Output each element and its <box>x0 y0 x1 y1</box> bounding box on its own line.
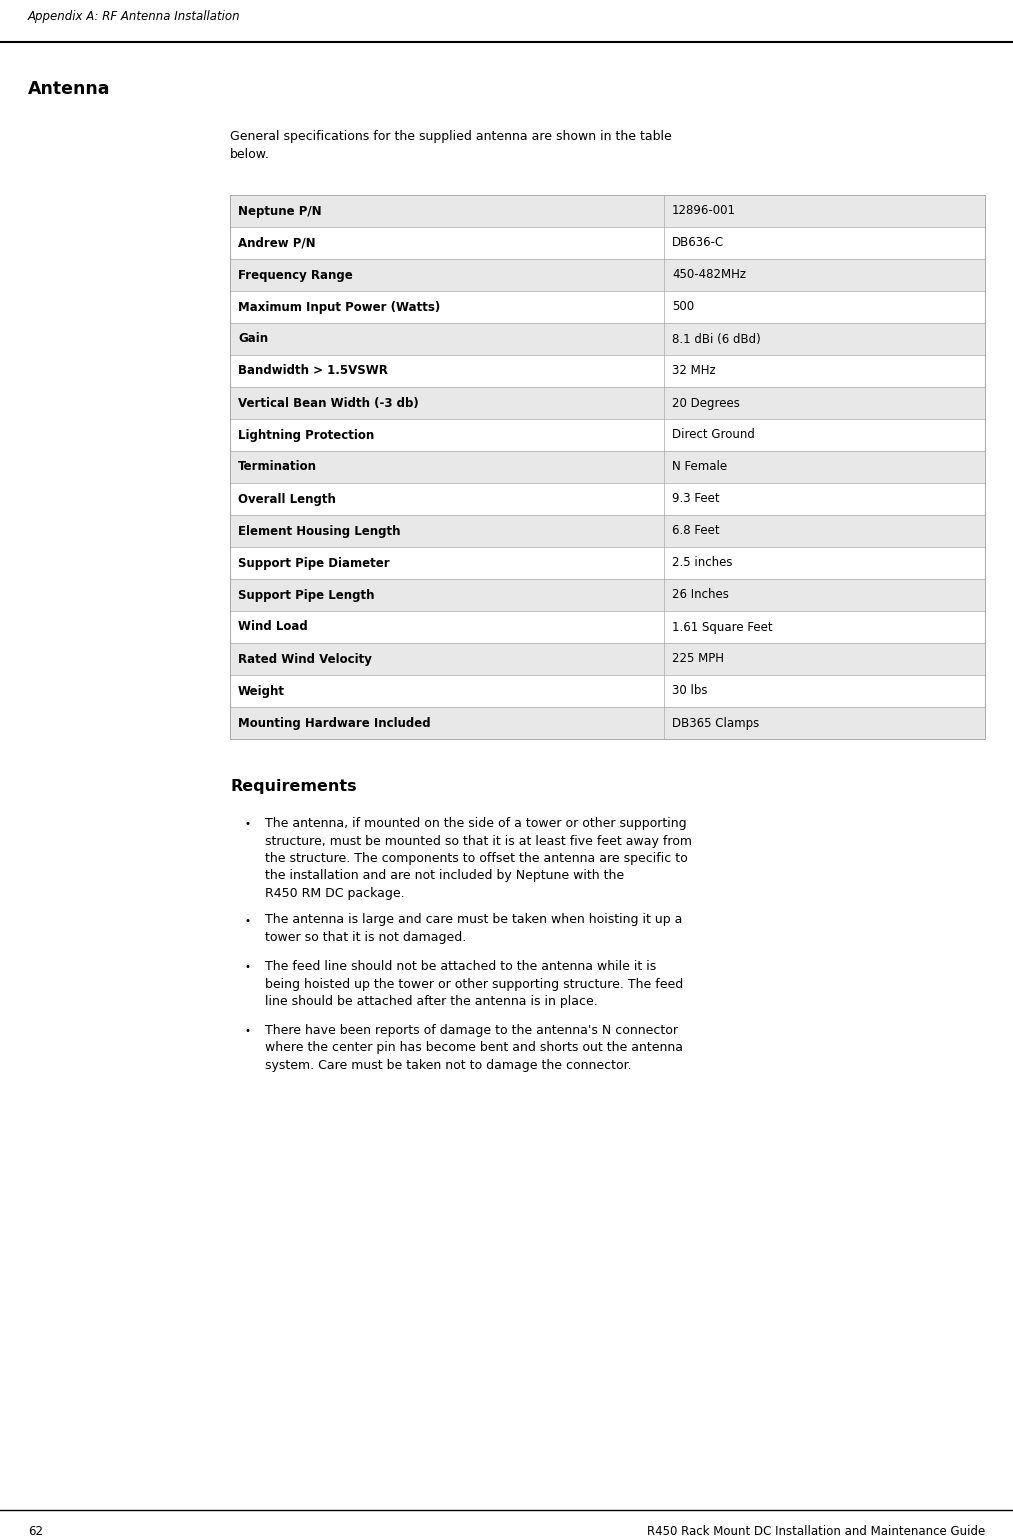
Text: N Female: N Female <box>672 460 727 474</box>
Bar <box>230 323 985 355</box>
Text: 8.1 dBi (6 dBd): 8.1 dBi (6 dBd) <box>672 332 761 346</box>
Text: There have been reports of damage to the antenna's N connector
where the center : There have been reports of damage to the… <box>265 1024 683 1072</box>
Text: The feed line should not be attached to the antenna while it is
being hoisted up: The feed line should not be attached to … <box>265 961 683 1009</box>
Bar <box>230 451 985 483</box>
Text: Andrew P/N: Andrew P/N <box>238 237 316 249</box>
Bar <box>230 515 985 548</box>
Text: •: • <box>245 820 251 829</box>
Text: Appendix A: RF Antenna Installation: Appendix A: RF Antenna Installation <box>28 11 241 23</box>
Text: •: • <box>245 963 251 972</box>
Bar <box>230 355 985 388</box>
Text: 26 Inches: 26 Inches <box>672 589 729 601</box>
Text: Neptune P/N: Neptune P/N <box>238 205 321 217</box>
Bar <box>230 258 985 291</box>
Text: The antenna is large and care must be taken when hoisting it up a
tower so that : The antenna is large and care must be ta… <box>265 914 683 944</box>
Text: Lightning Protection: Lightning Protection <box>238 429 374 441</box>
Text: Direct Ground: Direct Ground <box>672 429 755 441</box>
Bar <box>230 707 985 738</box>
Text: Wind Load: Wind Load <box>238 620 308 634</box>
Text: Mounting Hardware Included: Mounting Hardware Included <box>238 717 431 729</box>
Text: Support Pipe Length: Support Pipe Length <box>238 589 375 601</box>
Text: 30 lbs: 30 lbs <box>672 684 707 698</box>
Text: 12896-001: 12896-001 <box>672 205 736 217</box>
Text: DB636-C: DB636-C <box>672 237 724 249</box>
Text: 6.8 Feet: 6.8 Feet <box>672 524 719 537</box>
Bar <box>230 388 985 418</box>
Text: 2.5 inches: 2.5 inches <box>672 557 732 569</box>
Bar <box>230 675 985 707</box>
Bar <box>230 611 985 643</box>
Text: 225 MPH: 225 MPH <box>672 652 724 666</box>
Text: DB365 Clamps: DB365 Clamps <box>672 717 760 729</box>
Text: Maximum Input Power (Watts): Maximum Input Power (Watts) <box>238 300 441 314</box>
Text: 500: 500 <box>672 300 694 314</box>
Bar <box>230 418 985 451</box>
Text: Frequency Range: Frequency Range <box>238 269 353 281</box>
Bar <box>230 643 985 675</box>
Text: The antenna, if mounted on the side of a tower or other supporting
structure, mu: The antenna, if mounted on the side of a… <box>265 817 692 900</box>
Text: General specifications for the supplied antenna are shown in the table
below.: General specifications for the supplied … <box>230 131 672 161</box>
Bar <box>230 483 985 515</box>
Text: Antenna: Antenna <box>28 80 110 98</box>
Text: Weight: Weight <box>238 684 285 698</box>
Bar <box>230 548 985 578</box>
Text: Vertical Bean Width (-3 db): Vertical Bean Width (-3 db) <box>238 397 418 409</box>
Text: Support Pipe Diameter: Support Pipe Diameter <box>238 557 390 569</box>
Text: Requirements: Requirements <box>230 780 357 794</box>
Text: Element Housing Length: Element Housing Length <box>238 524 400 537</box>
Text: 450-482MHz: 450-482MHz <box>672 269 747 281</box>
Text: 20 Degrees: 20 Degrees <box>672 397 739 409</box>
Text: 62: 62 <box>28 1526 43 1538</box>
Text: Termination: Termination <box>238 460 317 474</box>
Bar <box>230 228 985 258</box>
Text: •: • <box>245 1026 251 1037</box>
Text: 9.3 Feet: 9.3 Feet <box>672 492 719 506</box>
Bar <box>230 578 985 611</box>
Text: 1.61 Square Feet: 1.61 Square Feet <box>672 620 773 634</box>
Text: R450 Rack Mount DC Installation and Maintenance Guide: R450 Rack Mount DC Installation and Main… <box>646 1526 985 1538</box>
Text: Gain: Gain <box>238 332 268 346</box>
Text: Bandwidth > 1.5VSWR: Bandwidth > 1.5VSWR <box>238 365 388 377</box>
Bar <box>230 195 985 738</box>
Text: 32 MHz: 32 MHz <box>672 365 716 377</box>
Text: Overall Length: Overall Length <box>238 492 336 506</box>
Text: Rated Wind Velocity: Rated Wind Velocity <box>238 652 372 666</box>
Bar <box>230 291 985 323</box>
Bar <box>230 195 985 228</box>
Text: •: • <box>245 915 251 926</box>
